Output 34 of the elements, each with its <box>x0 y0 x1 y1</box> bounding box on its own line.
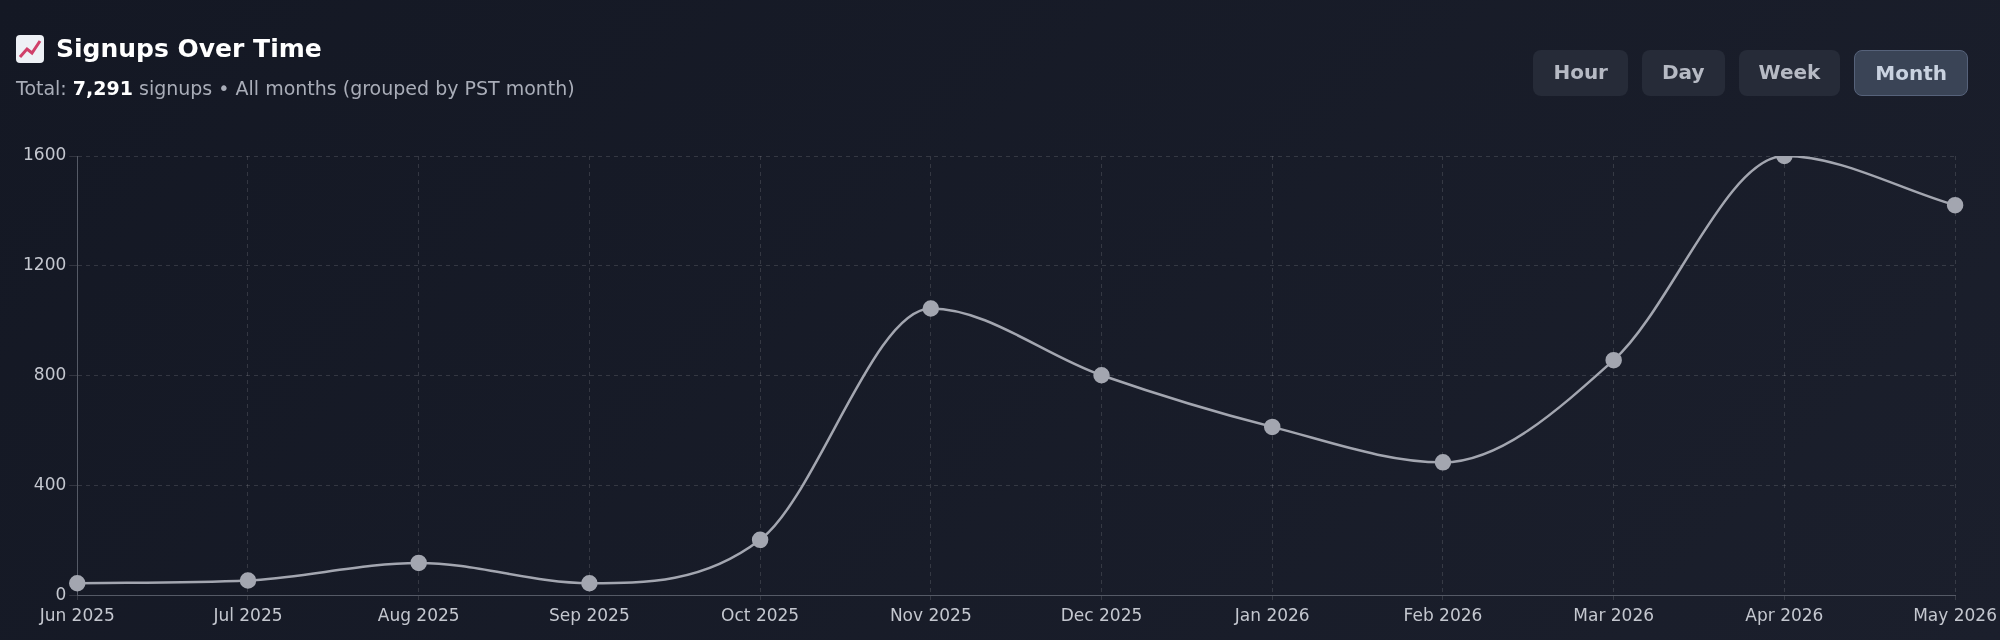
text: Week <box>1738 50 1841 96</box>
x-tick-label: Sep 2025 <box>549 605 630 626</box>
point <box>1434 454 1452 471</box>
point <box>1093 367 1110 384</box>
y-tick-label: 800 <box>33 364 67 385</box>
x-tick-label: May 2026 <box>1913 605 1998 626</box>
text: Month <box>1854 50 1968 96</box>
x-tick-label: Jun 2025 <box>38 605 115 626</box>
x-tick-label: Feb 2026 <box>1403 605 1483 626</box>
x-tick-label: Mar 2026 <box>1573 605 1655 626</box>
point <box>581 574 598 592</box>
x-tick-label: Apr 2026 <box>1745 605 1824 626</box>
y-tick-label: 1200 <box>23 254 67 275</box>
text: Hour <box>1533 50 1628 96</box>
chart-subtitle: Total: 7,291 signups • All months (grouped by PST month) <box>16 77 575 99</box>
x-tick-label: Jul 2025 <box>212 605 283 626</box>
x-tick-label: Oct 2025 <box>721 605 800 626</box>
point <box>751 531 769 549</box>
point <box>1264 418 1281 436</box>
y-tick-label: 400 <box>33 474 67 495</box>
point <box>410 554 427 572</box>
text: Day <box>1642 50 1725 96</box>
y-tick-label: 1600 <box>23 144 67 165</box>
x-tick-label: Nov 2025 <box>889 605 972 626</box>
y-tick-label: 0 <box>55 584 67 605</box>
point <box>69 574 86 592</box>
x-tick-label: Aug 2025 <box>377 605 460 626</box>
point <box>239 572 257 589</box>
x-tick-label: Dec 2025 <box>1060 605 1143 626</box>
chart-title: Signups Over Time <box>56 34 322 63</box>
point <box>922 300 940 317</box>
point <box>1605 351 1622 369</box>
point <box>1946 196 1964 214</box>
x-tick-label: Jan 2026 <box>1233 605 1310 626</box>
